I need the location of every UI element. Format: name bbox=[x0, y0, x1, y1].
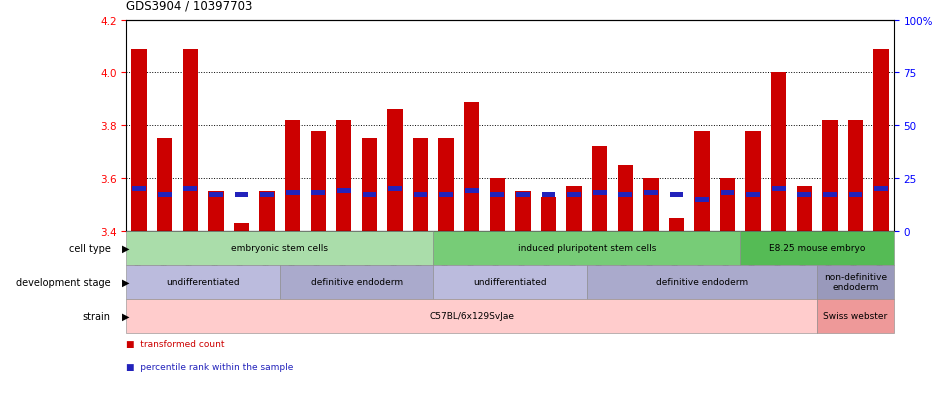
Bar bbox=[157, 139, 172, 231]
Bar bbox=[388, 187, 402, 192]
Bar bbox=[183, 187, 197, 192]
Bar bbox=[592, 147, 607, 231]
Bar bbox=[337, 189, 351, 194]
Text: non-definitive
endoderm: non-definitive endoderm bbox=[824, 273, 887, 292]
Bar bbox=[158, 193, 171, 198]
Bar bbox=[618, 166, 633, 231]
Text: GDS3904 / 10397703: GDS3904 / 10397703 bbox=[126, 0, 253, 12]
Bar bbox=[695, 131, 709, 231]
Bar bbox=[542, 193, 555, 198]
Bar bbox=[183, 50, 198, 231]
Bar bbox=[388, 110, 402, 231]
Text: development stage: development stage bbox=[16, 277, 110, 287]
Bar bbox=[208, 192, 224, 231]
Text: undifferentiated: undifferentiated bbox=[167, 278, 240, 287]
Bar bbox=[132, 187, 146, 192]
Text: definitive endoderm: definitive endoderm bbox=[311, 278, 402, 287]
Bar bbox=[797, 193, 812, 198]
Bar bbox=[260, 193, 274, 198]
Bar bbox=[849, 193, 862, 198]
Bar bbox=[567, 193, 581, 198]
Text: ▶: ▶ bbox=[122, 311, 129, 321]
Bar bbox=[823, 193, 837, 198]
Bar bbox=[209, 193, 223, 198]
Text: ▶: ▶ bbox=[122, 277, 129, 287]
Bar bbox=[465, 189, 478, 194]
Bar bbox=[797, 187, 812, 231]
Bar bbox=[515, 192, 531, 231]
Bar bbox=[874, 187, 888, 192]
Bar bbox=[234, 223, 249, 231]
Bar bbox=[746, 193, 760, 198]
Bar bbox=[131, 50, 147, 231]
Bar bbox=[643, 178, 659, 231]
Text: E8.25 mouse embryo: E8.25 mouse embryo bbox=[769, 244, 865, 253]
Bar bbox=[566, 187, 582, 231]
Text: Swiss webster: Swiss webster bbox=[824, 311, 887, 320]
Bar bbox=[490, 193, 505, 198]
Bar bbox=[644, 191, 658, 196]
Bar bbox=[490, 178, 505, 231]
Text: embryonic stem cells: embryonic stem cells bbox=[231, 244, 329, 253]
Bar bbox=[669, 193, 683, 198]
Bar bbox=[439, 193, 453, 198]
Bar bbox=[285, 121, 300, 231]
Text: undifferentiated: undifferentiated bbox=[474, 278, 547, 287]
Text: ■  transformed count: ■ transformed count bbox=[126, 339, 225, 348]
Text: ■  percentile rank within the sample: ■ percentile rank within the sample bbox=[126, 362, 294, 371]
Bar bbox=[619, 193, 632, 198]
Bar bbox=[822, 121, 838, 231]
Bar bbox=[721, 191, 735, 196]
Bar bbox=[695, 197, 709, 202]
Bar bbox=[259, 192, 275, 231]
Bar bbox=[311, 131, 326, 231]
Text: cell type: cell type bbox=[68, 243, 110, 253]
Bar bbox=[541, 197, 556, 231]
Bar bbox=[873, 50, 889, 231]
Text: ▶: ▶ bbox=[122, 243, 129, 253]
Text: C57BL/6x129SvJae: C57BL/6x129SvJae bbox=[430, 311, 514, 320]
Bar bbox=[745, 131, 761, 231]
Bar bbox=[848, 121, 863, 231]
Bar bbox=[438, 139, 454, 231]
Bar bbox=[516, 193, 530, 198]
Text: strain: strain bbox=[82, 311, 110, 321]
Bar bbox=[720, 178, 736, 231]
Bar bbox=[668, 218, 684, 231]
Bar bbox=[772, 187, 785, 192]
Bar bbox=[592, 191, 607, 196]
Bar bbox=[464, 102, 479, 231]
Bar bbox=[285, 191, 300, 196]
Bar bbox=[362, 193, 376, 198]
Text: induced pluripotent stem cells: induced pluripotent stem cells bbox=[518, 244, 656, 253]
Text: definitive endoderm: definitive endoderm bbox=[656, 278, 748, 287]
Bar bbox=[361, 139, 377, 231]
Bar bbox=[414, 193, 428, 198]
Bar bbox=[336, 121, 352, 231]
Bar bbox=[413, 139, 429, 231]
Bar bbox=[312, 191, 325, 196]
Bar bbox=[235, 193, 248, 198]
Bar bbox=[771, 74, 786, 231]
